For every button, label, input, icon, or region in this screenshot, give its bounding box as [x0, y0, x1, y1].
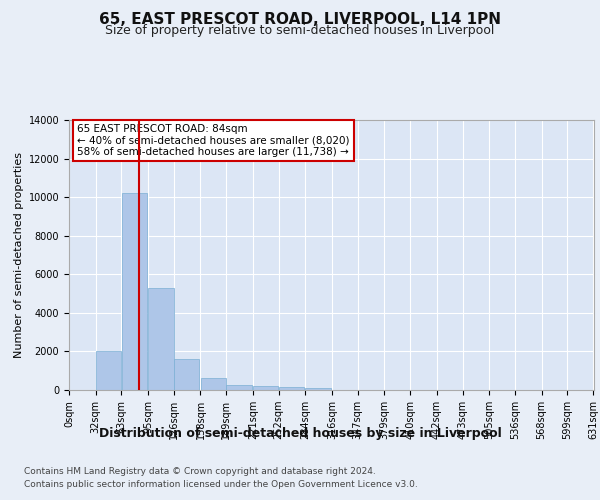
Bar [305, 388, 331, 390]
Text: Size of property relative to semi-detached houses in Liverpool: Size of property relative to semi-detach… [106, 24, 494, 37]
Y-axis label: Number of semi-detached properties: Number of semi-detached properties [14, 152, 25, 358]
Bar [226, 385, 252, 390]
Bar [122, 194, 147, 390]
Text: 65 EAST PRESCOT ROAD: 84sqm
← 40% of semi-detached houses are smaller (8,020)
58: 65 EAST PRESCOT ROAD: 84sqm ← 40% of sem… [77, 124, 349, 157]
Bar [279, 387, 304, 390]
Text: 65, EAST PRESCOT ROAD, LIVERPOOL, L14 1PN: 65, EAST PRESCOT ROAD, LIVERPOOL, L14 1P… [99, 12, 501, 28]
Bar [148, 288, 173, 390]
Text: Contains public sector information licensed under the Open Government Licence v3: Contains public sector information licen… [24, 480, 418, 489]
Bar [200, 378, 226, 390]
Text: Contains HM Land Registry data © Crown copyright and database right 2024.: Contains HM Land Registry data © Crown c… [24, 468, 376, 476]
Bar [253, 386, 278, 390]
Bar [96, 352, 121, 390]
Text: Distribution of semi-detached houses by size in Liverpool: Distribution of semi-detached houses by … [98, 428, 502, 440]
Bar [174, 359, 199, 390]
